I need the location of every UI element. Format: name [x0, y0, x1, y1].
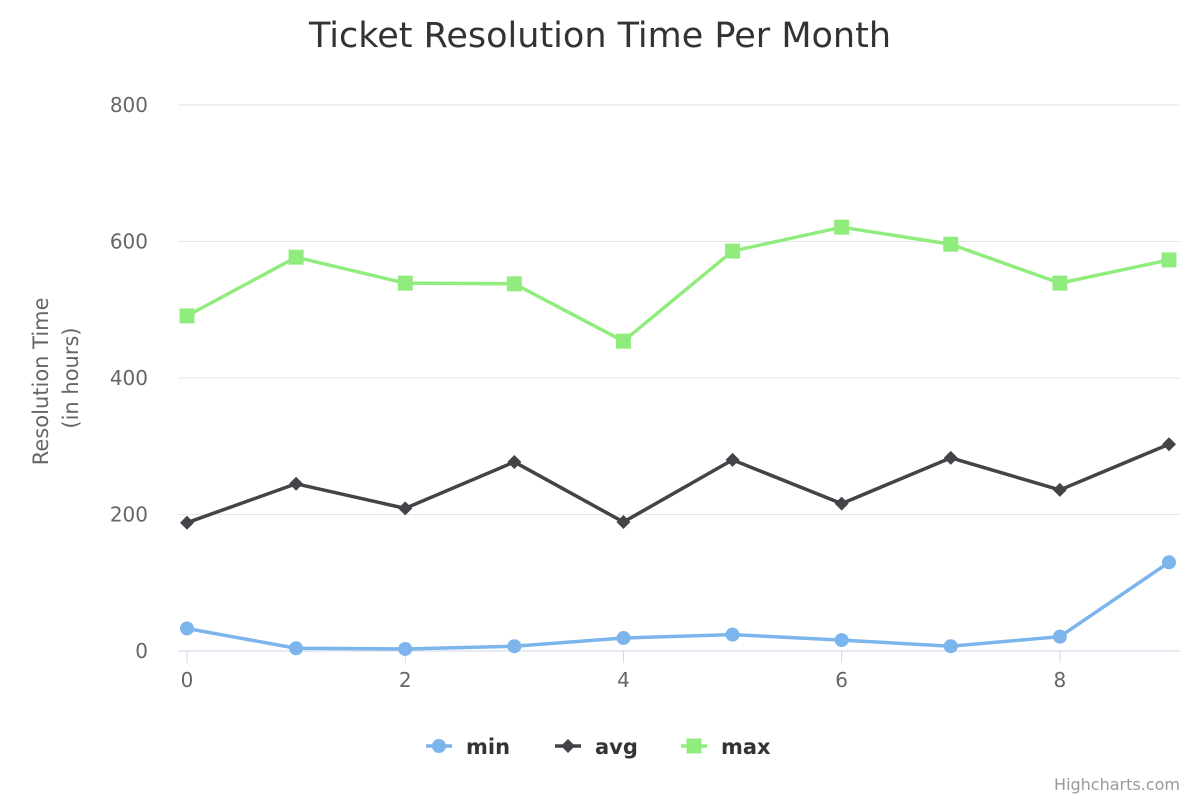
- point-max-3[interactable]: [506, 276, 522, 292]
- point-avg-7[interactable]: [943, 450, 958, 465]
- point-avg-1[interactable]: [289, 476, 304, 491]
- series-plot-area: [179, 219, 1177, 656]
- point-min-7[interactable]: [943, 639, 958, 654]
- series-min: [180, 555, 1176, 656]
- legend-item-avg[interactable]: avg: [555, 735, 638, 759]
- credits-link[interactable]: Highcharts.com: [1054, 775, 1180, 794]
- point-avg-6[interactable]: [834, 496, 849, 511]
- y-tick-label-200: 200: [110, 503, 148, 527]
- x-tick-label-0: 0: [181, 668, 194, 692]
- point-min-0[interactable]: [180, 621, 194, 636]
- legend-marker-max: [686, 738, 702, 754]
- point-min-4[interactable]: [616, 631, 631, 646]
- y-axis-title: Resolution Time (in hours): [29, 291, 83, 465]
- x-tick-label-2: 2: [399, 668, 412, 692]
- point-min-6[interactable]: [834, 633, 849, 648]
- point-avg-5[interactable]: [725, 452, 740, 467]
- point-avg-4[interactable]: [616, 515, 631, 530]
- point-max-1[interactable]: [288, 249, 304, 265]
- point-min-2[interactable]: [398, 641, 413, 656]
- series-max: [179, 219, 1177, 349]
- legend-item-min[interactable]: min: [426, 735, 510, 759]
- legend-marker-min: [432, 739, 446, 753]
- point-min-9[interactable]: [1162, 555, 1176, 570]
- point-max-6[interactable]: [834, 219, 850, 235]
- point-min-5[interactable]: [725, 627, 740, 642]
- y-axis-title-line-1: Resolution Time: [29, 297, 53, 465]
- x-tick-label-8: 8: [1054, 668, 1067, 692]
- legend: min avg max: [426, 735, 771, 759]
- series-line-avg[interactable]: [185, 442, 1171, 525]
- point-avg-2[interactable]: [398, 501, 413, 516]
- point-avg-0[interactable]: [180, 515, 194, 530]
- legend-label-avg: avg: [595, 735, 638, 759]
- point-avg-9[interactable]: [1162, 437, 1176, 452]
- x-tick-label-4: 4: [617, 668, 630, 692]
- point-max-2[interactable]: [397, 275, 413, 291]
- legend-item-max[interactable]: max: [681, 735, 771, 759]
- y-tick-label-600: 600: [110, 230, 148, 254]
- y-tick-label-0: 0: [135, 639, 148, 663]
- point-avg-8[interactable]: [1052, 482, 1067, 497]
- y-tick-label-400: 400: [110, 366, 148, 390]
- point-max-0[interactable]: [179, 308, 195, 324]
- chart-title: Ticket Resolution Time Per Month: [308, 16, 891, 56]
- legend-marker-avg: [561, 739, 575, 753]
- series-avg: [180, 437, 1176, 530]
- legend-label-min: min: [466, 735, 510, 759]
- point-max-5[interactable]: [725, 243, 741, 259]
- point-min-1[interactable]: [289, 641, 304, 656]
- point-max-9[interactable]: [1161, 252, 1177, 268]
- y-axis-title-line-2: (in hours): [59, 327, 83, 428]
- x-tick-label-6: 6: [835, 668, 848, 692]
- point-avg-3[interactable]: [507, 454, 522, 469]
- gridlines: [178, 104, 1180, 515]
- y-tick-label-800: 800: [110, 93, 148, 117]
- point-max-8[interactable]: [1052, 275, 1068, 291]
- x-axis: 0 2 4 6 8: [178, 650, 1180, 692]
- series-line-min[interactable]: [185, 560, 1171, 651]
- point-min-8[interactable]: [1052, 629, 1067, 644]
- series-line-max[interactable]: [185, 225, 1171, 343]
- point-min-3[interactable]: [507, 639, 522, 654]
- point-max-7[interactable]: [943, 236, 959, 252]
- point-max-4[interactable]: [615, 333, 631, 349]
- legend-label-max: max: [721, 735, 771, 759]
- y-axis-labels: 0 200 400 600 800: [110, 93, 148, 663]
